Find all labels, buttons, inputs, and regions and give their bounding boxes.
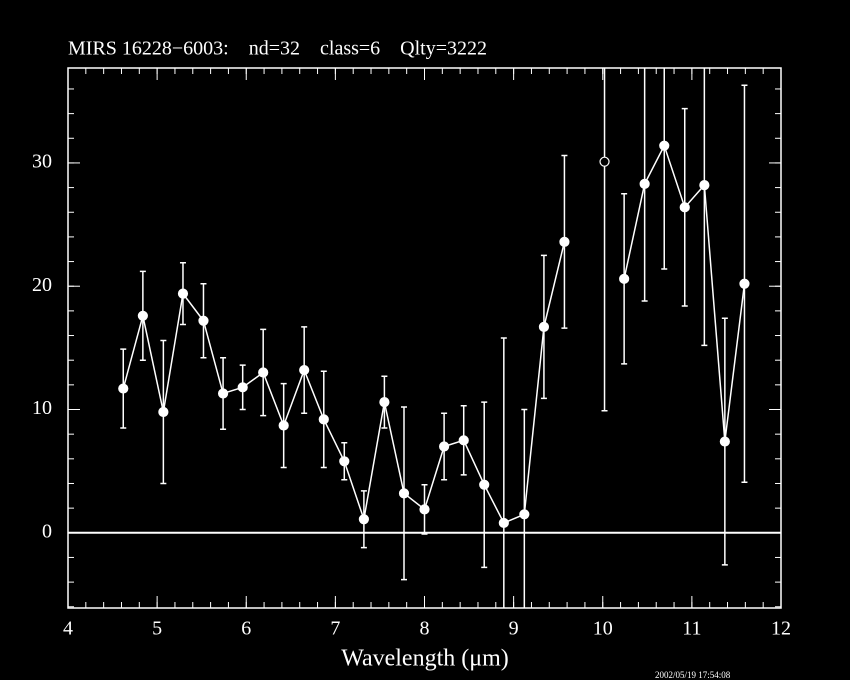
data-point <box>498 517 509 529</box>
data-point <box>538 321 550 333</box>
data-point <box>258 367 269 378</box>
data-point <box>458 435 469 446</box>
x-tick-label: 5 <box>152 618 162 640</box>
data-point <box>739 278 750 289</box>
data-point <box>198 315 209 326</box>
data-point <box>358 514 369 525</box>
plot-area <box>118 68 750 608</box>
chart-title: MIRS 16228−6003: nd=32 class=6 Qlty=3222 <box>68 38 487 60</box>
data-point <box>398 488 410 499</box>
x-tick-label: 12 <box>771 618 791 640</box>
data-point <box>177 288 189 299</box>
data-point <box>439 441 450 452</box>
x-tick-label: 9 <box>509 618 519 640</box>
data-point <box>217 388 229 399</box>
x-tick-label: 6 <box>241 618 251 640</box>
x-tick-label: 11 <box>682 618 701 640</box>
footer: 2002/05/19 17:54:08 <box>655 670 731 680</box>
data-point <box>419 504 430 515</box>
x-tick-label: 10 <box>593 618 613 640</box>
data-point <box>659 140 670 151</box>
data-point <box>519 509 530 520</box>
data-point <box>299 364 310 376</box>
x-tick-label: 7 <box>330 618 340 640</box>
y-tick-label: 20 <box>32 274 52 296</box>
data-point <box>639 178 650 189</box>
data-point <box>278 420 289 431</box>
data-point <box>237 382 248 393</box>
y-tick-label: 0 <box>42 520 52 542</box>
data-point <box>599 156 610 167</box>
data-point <box>479 479 490 490</box>
y-tick-label: 30 <box>32 151 52 173</box>
data-point <box>699 180 710 191</box>
y-tick-label: 10 <box>32 397 52 419</box>
data-point <box>318 414 329 425</box>
data-point <box>137 310 148 321</box>
x-axis-label: Wavelength (μm) <box>341 646 509 672</box>
data-point <box>339 456 350 467</box>
data-point <box>719 436 730 447</box>
x-tick-label: 8 <box>420 618 430 640</box>
data-point <box>559 236 570 247</box>
x-tick-label: 4 <box>63 618 73 640</box>
data-point <box>118 383 129 394</box>
data-point <box>619 273 630 284</box>
data-point <box>379 397 390 408</box>
data-point <box>679 202 690 213</box>
data-point <box>158 406 169 418</box>
